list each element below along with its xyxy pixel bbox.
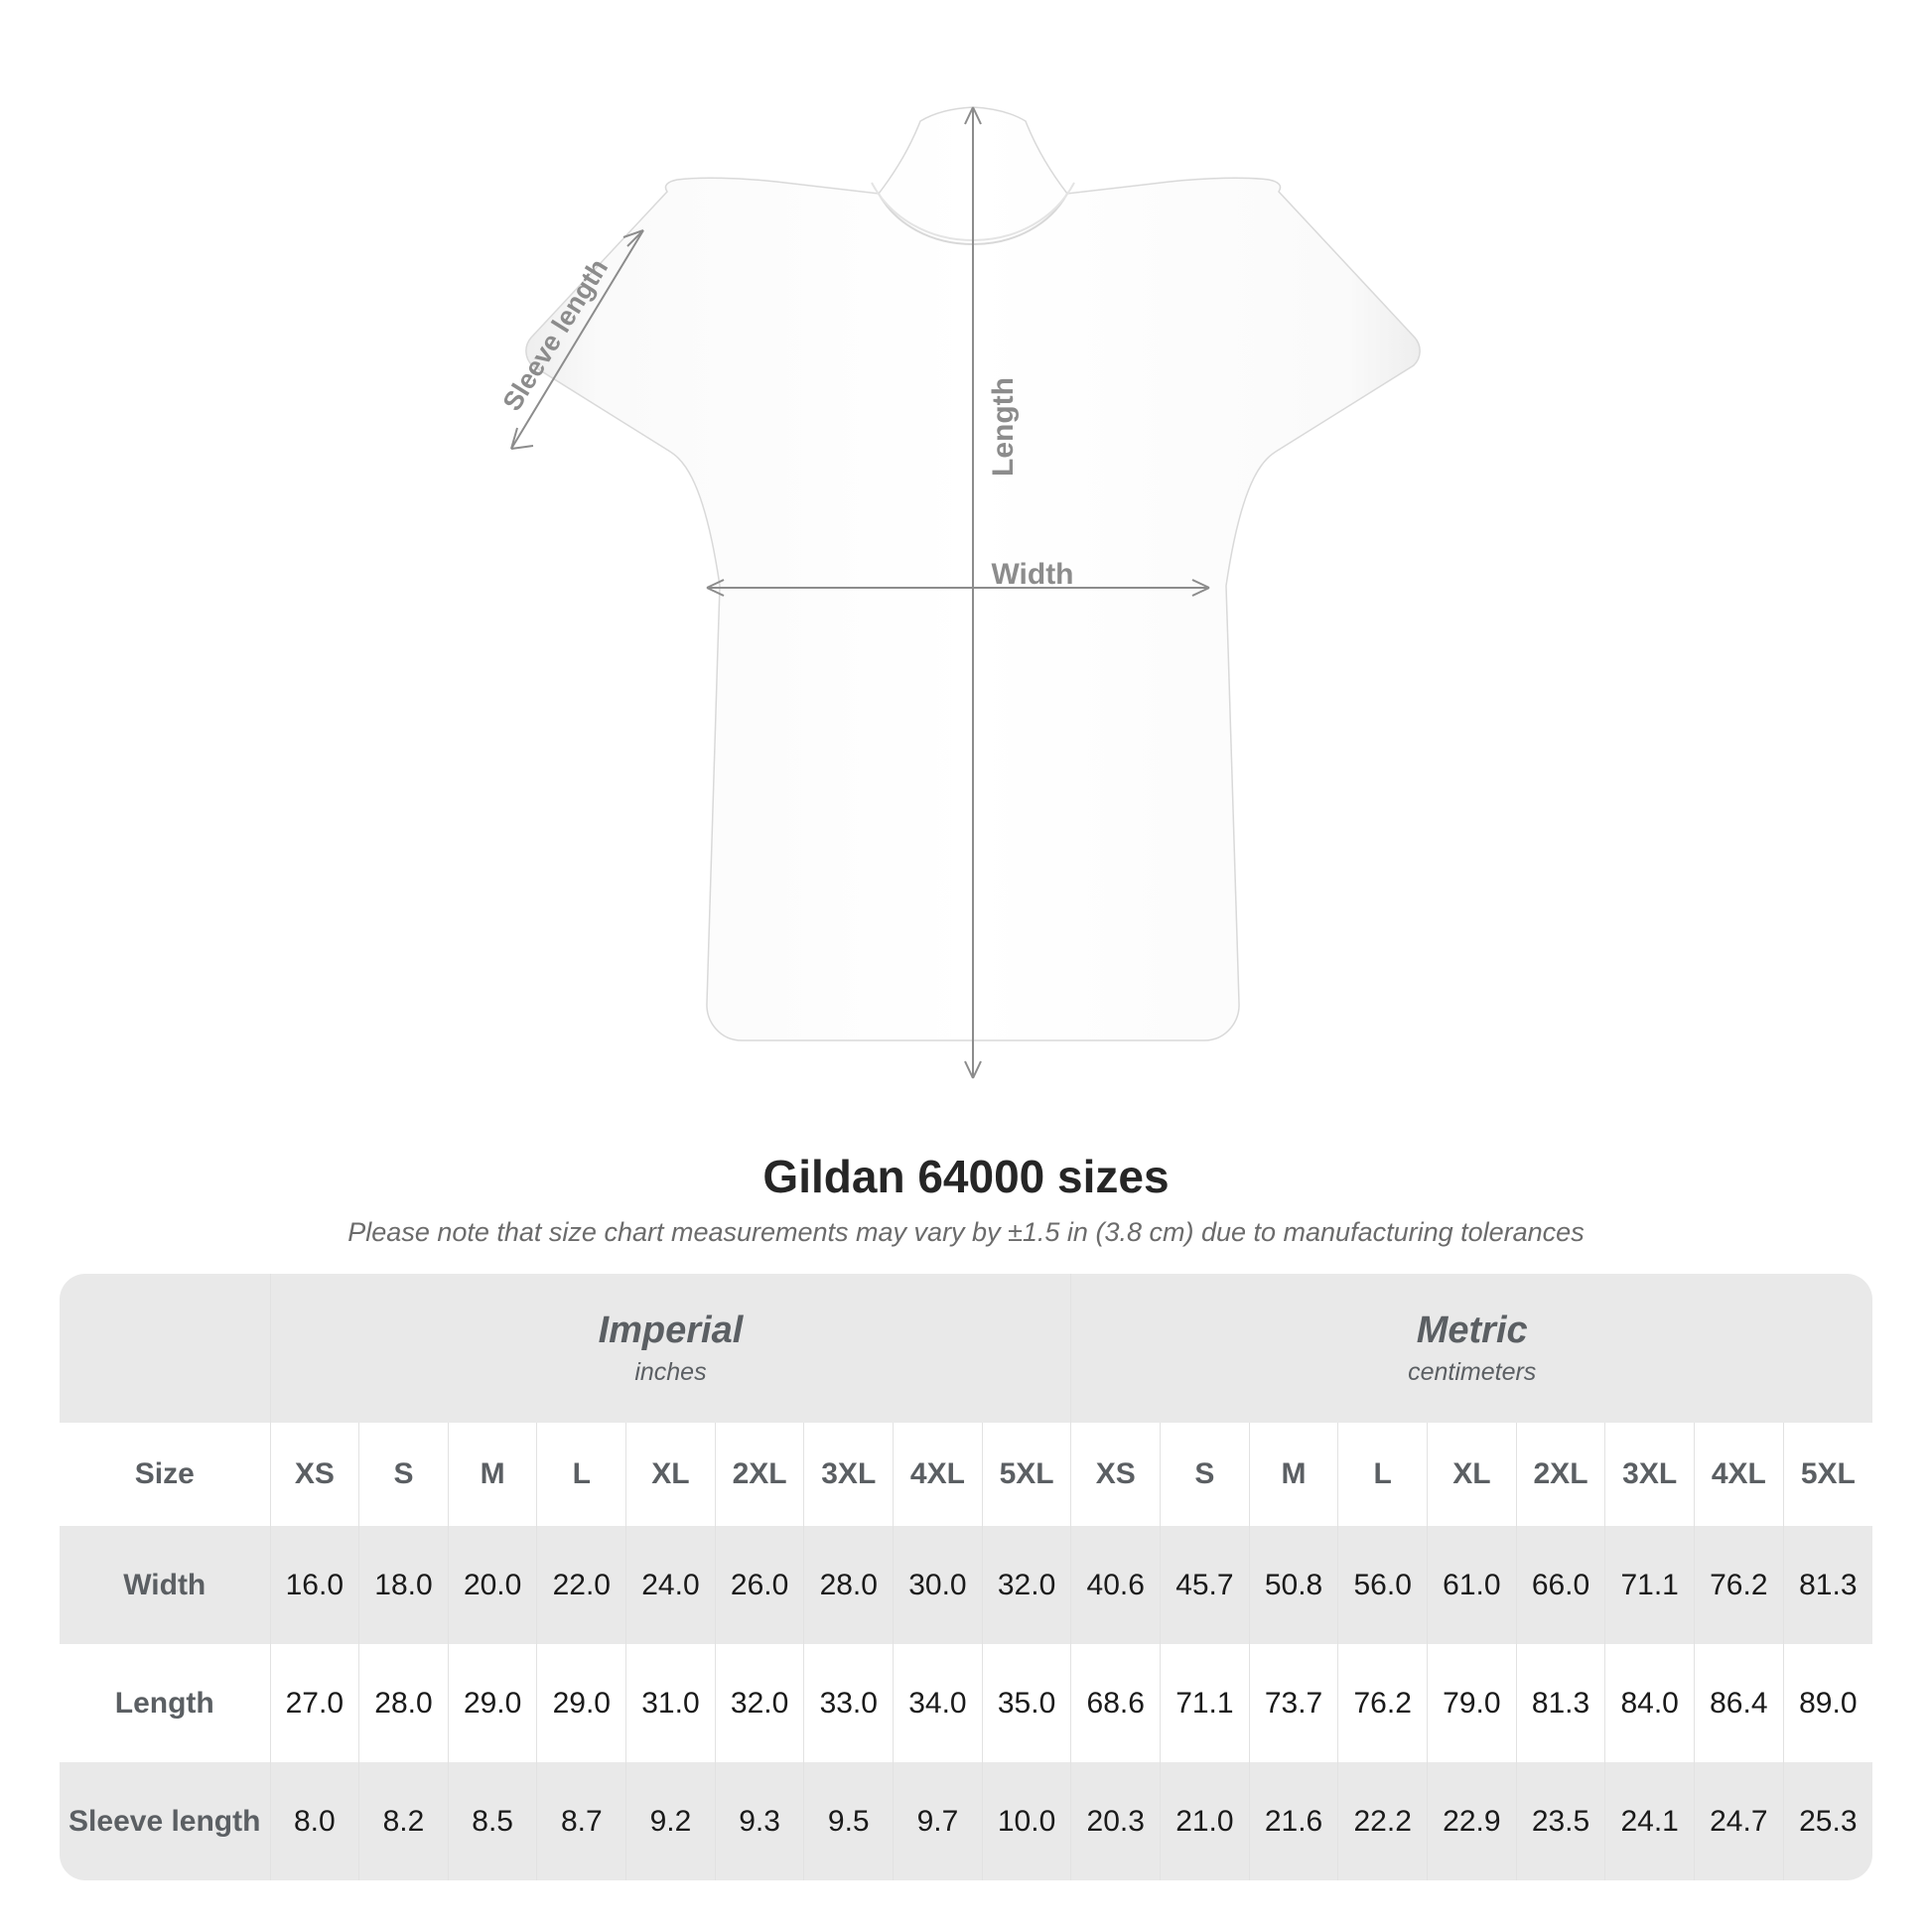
- svg-text:Width: Width: [991, 558, 1073, 591]
- svg-text:Length: Length: [987, 377, 1020, 477]
